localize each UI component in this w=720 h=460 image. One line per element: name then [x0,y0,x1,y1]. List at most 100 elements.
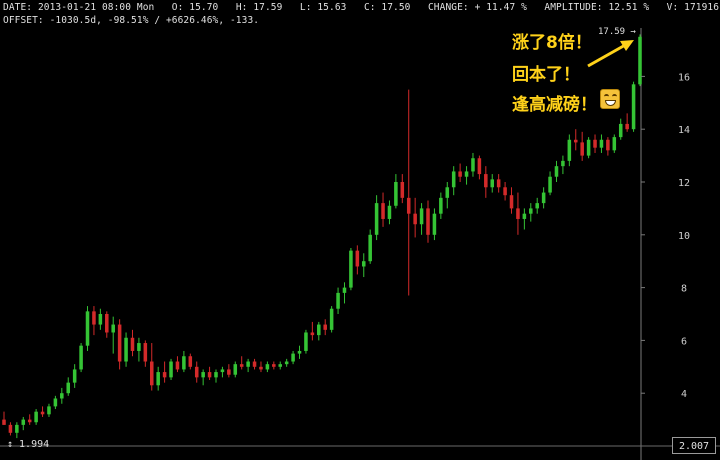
candle-body [413,213,417,225]
emoji-right-eye [612,94,617,99]
candle-body [15,424,19,433]
candle [638,34,642,87]
candle-body [233,364,238,375]
candle [612,134,617,153]
candle [554,160,559,182]
candle [194,361,199,383]
candle-body [194,366,199,378]
candle-body [291,353,295,362]
candle-body [124,337,128,362]
candle [599,134,604,153]
candle [246,358,250,373]
candle [92,306,96,336]
candle-body [451,171,456,188]
annotation-line-1: 涨了8倍！ [512,33,592,53]
candle [117,319,122,370]
candle-body [201,372,205,378]
crosshair-price-box: 2.007 [672,437,716,454]
candle [484,166,488,198]
candle-body [227,369,231,375]
candle [47,403,51,417]
candle [149,343,154,391]
candle-body [349,250,353,288]
candle-body [297,350,302,354]
candle [477,155,482,180]
candle-body [426,208,430,235]
candle-body [529,208,533,214]
candle [419,203,424,235]
candle [40,406,45,417]
candle-body [47,406,51,415]
candle-body [419,208,424,225]
candle-body [27,419,32,423]
candle [297,345,302,359]
candle-body [21,419,26,425]
candle [625,113,629,132]
candle-body [72,369,77,383]
candle [27,414,32,425]
candle [387,200,392,225]
candle [21,416,26,431]
candle [413,197,417,238]
high-label: H: [235,2,248,13]
candle [631,81,636,132]
candle-body [593,139,597,148]
candle [336,287,340,314]
candle-body [284,361,289,365]
candle-body [252,361,257,367]
candle-body [612,137,617,151]
candle-body [567,139,572,161]
candle [548,171,552,196]
candle [162,361,167,383]
offset-label: OFFSET: [3,15,44,26]
candle-body [207,372,212,378]
candle-body [329,308,334,330]
candle [272,361,276,370]
candle [400,174,405,204]
last-price-label: 17.59 → [598,27,636,37]
candles-group [2,34,642,439]
candle [175,356,180,373]
candle [368,229,372,264]
low-label: L: [299,2,312,13]
candle [8,422,13,436]
candle [618,118,623,140]
candle [291,350,295,365]
candle [227,364,231,378]
candle [490,174,495,193]
candle-body [40,411,45,415]
candle-body [509,195,514,209]
y-tick-label: 6 [681,336,687,347]
candle-body [471,158,475,172]
candle [496,174,501,193]
candle-body [182,356,186,370]
close-value: 17.50 [381,2,411,13]
candle [137,337,141,362]
candle [432,208,437,241]
candle-body [323,324,327,330]
candle-body [355,250,360,267]
candle [201,369,205,386]
candle-body [561,160,565,167]
annotation-arrow-shaft [587,42,628,68]
candle [182,350,186,373]
candle-body [394,182,398,206]
candle [580,131,584,161]
candle-body [117,324,122,362]
candle-body [638,36,642,85]
candle-body [246,361,250,367]
candle-body [130,337,135,351]
candle-body [53,398,58,407]
candle [323,319,327,336]
volume-value: 171916 [684,2,720,13]
candle-body [573,139,578,143]
date-label: DATE: [3,2,33,13]
candle-body [149,361,154,386]
candle-body [368,234,372,262]
candle-body [625,123,629,130]
candle [105,311,109,338]
candle [541,187,546,209]
volume-label: V: [666,2,679,13]
candle [535,197,539,214]
